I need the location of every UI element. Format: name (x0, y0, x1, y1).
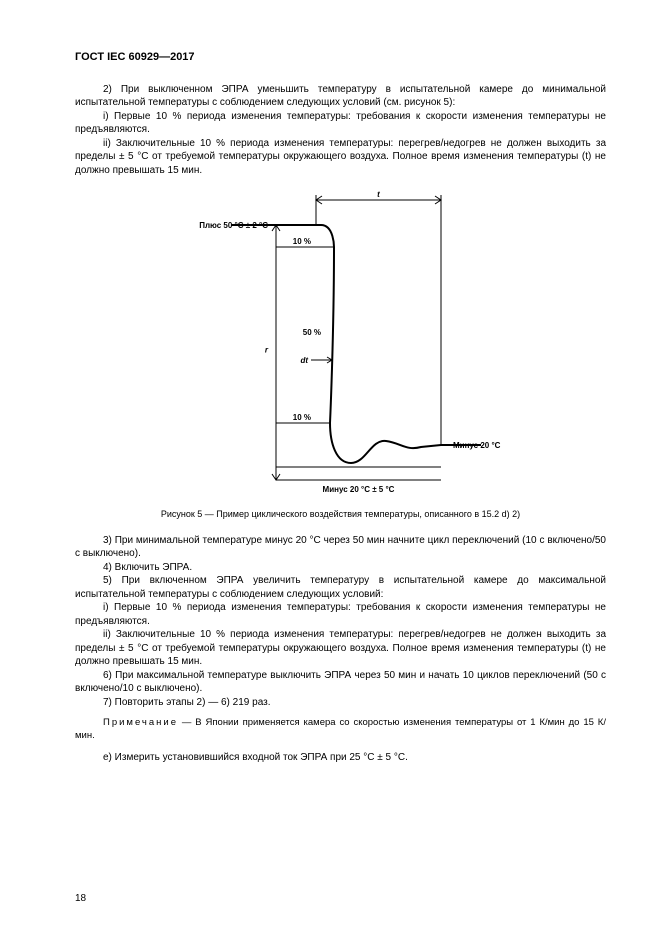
paragraph-7: 7) Повторить этапы 2) — 6) 219 раз. (75, 696, 606, 710)
paragraph-e: e) Измерить установившийся входной ток Э… (75, 751, 606, 765)
paragraph-5i: i) Первые 10 % периода изменения темпера… (75, 601, 606, 628)
paragraph-2i: i) Первые 10 % периода изменения темпера… (75, 110, 606, 137)
paragraph-2: 2) При выключенном ЭПРА уменьшить темпер… (75, 83, 606, 110)
note: Примечание — В Японии применяется камера… (75, 717, 606, 743)
paragraph-5: 5) При включенном ЭПРА увеличить темпера… (75, 574, 606, 601)
svg-text:10 %: 10 % (292, 237, 310, 246)
svg-text:Минус 20 °C ± 3 °C: Минус 20 °C ± 3 °C (453, 441, 501, 450)
figure-5: tПлюс 50 °C ± 2 °Cr10 %50 %dt10 %Минус 2… (75, 185, 606, 500)
page-number: 18 (75, 892, 86, 906)
svg-text:r: r (264, 346, 268, 355)
svg-text:10 %: 10 % (292, 413, 310, 422)
paragraph-5ii: ii) Заключительные 10 % периода изменени… (75, 628, 606, 669)
svg-text:50 %: 50 % (302, 328, 320, 337)
paragraph-6: 6) При максимальной температуре выключит… (75, 669, 606, 696)
svg-text:Минус 20 °C ± 5 °C: Минус 20 °C ± 5 °C (322, 485, 394, 494)
document-header: ГОСТ IEC 60929—2017 (75, 50, 606, 65)
figure-5-caption: Рисунок 5 — Пример циклического воздейст… (75, 508, 606, 520)
page-container: ГОСТ IEC 60929—2017 2) При выключенном Э… (0, 0, 661, 935)
note-prefix: Примечание (103, 717, 178, 728)
svg-text:t: t (377, 190, 380, 199)
paragraph-3: 3) При минимальной температуре минус 20 … (75, 534, 606, 561)
paragraph-2ii: ii) Заключительные 10 % периода изменени… (75, 137, 606, 178)
svg-text:dt: dt (300, 356, 308, 365)
paragraph-4: 4) Включить ЭПРА. (75, 561, 606, 575)
temperature-curve-chart: tПлюс 50 °C ± 2 °Cr10 %50 %dt10 %Минус 2… (181, 185, 501, 495)
